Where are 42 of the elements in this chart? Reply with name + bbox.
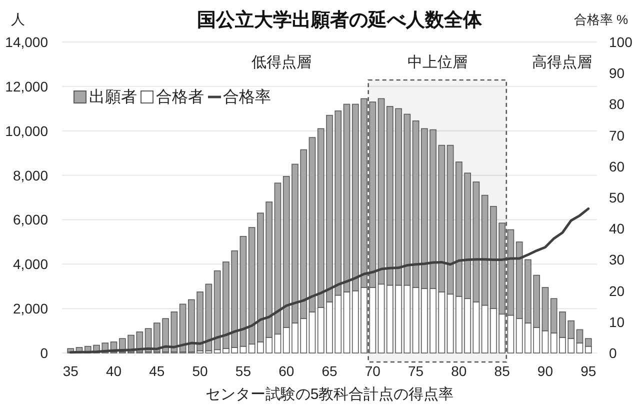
band-label: 中上位層 xyxy=(407,54,468,71)
y2-tick-label: 60 xyxy=(609,158,625,174)
legend-label: 合格率 xyxy=(223,88,271,106)
y-tick-label: 10,000 xyxy=(5,122,48,139)
x-tick-label: 75 xyxy=(408,363,424,379)
y2-tick-label: 0 xyxy=(609,345,617,361)
y-tick-label: 8,000 xyxy=(12,167,48,184)
y-tick-label: 6,000 xyxy=(12,212,48,228)
y-tick-label: 0 xyxy=(40,345,48,361)
legend-label: 合格者 xyxy=(156,88,204,106)
y2-tick-label: 50 xyxy=(609,190,625,206)
x-tick-label: 35 xyxy=(62,363,79,379)
y-tick-label: 14,000 xyxy=(5,34,48,50)
y2-tick-label: 40 xyxy=(609,220,625,237)
x-tick-label: 60 xyxy=(278,363,294,379)
x-tick-label: 40 xyxy=(106,363,122,379)
x-axis-title: センター試験の5教科合計点の得点率 xyxy=(205,386,454,403)
y2-tick-label: 70 xyxy=(609,127,625,144)
y-tick-label: 4,000 xyxy=(12,256,48,272)
y2-axis-title: 合格率 % xyxy=(574,12,628,27)
x-tick-label: 65 xyxy=(322,363,338,379)
x-tick-label: 45 xyxy=(149,363,165,379)
y2-tick-label: 100 xyxy=(609,34,633,50)
annotation: 高得点層 xyxy=(532,54,592,71)
y2-tick-label: 80 xyxy=(609,96,625,112)
x-tick-label: 85 xyxy=(494,363,510,379)
x-tick-label: 90 xyxy=(537,363,554,379)
annotation: 低得点層 xyxy=(251,54,312,71)
y2-tick-label: 90 xyxy=(609,65,625,82)
y2-tick-label: 10 xyxy=(609,314,625,330)
x-tick-label: 80 xyxy=(451,363,467,379)
y-axis-title: 人 xyxy=(11,11,25,27)
y2-tick-label: 20 xyxy=(609,282,625,299)
chart-title: 国公立大学出願者の延べ人数全体 xyxy=(197,9,483,31)
x-tick-label: 55 xyxy=(235,363,252,379)
x-tick-label: 70 xyxy=(364,363,381,379)
legend-label: 出願者 xyxy=(89,88,137,106)
y-tick-label: 12,000 xyxy=(5,78,48,94)
x-tick-label: 95 xyxy=(580,363,596,379)
x-tick-label: 50 xyxy=(192,363,208,379)
y2-tick-label: 30 xyxy=(609,252,625,268)
y-tick-label: 2,000 xyxy=(12,300,48,317)
